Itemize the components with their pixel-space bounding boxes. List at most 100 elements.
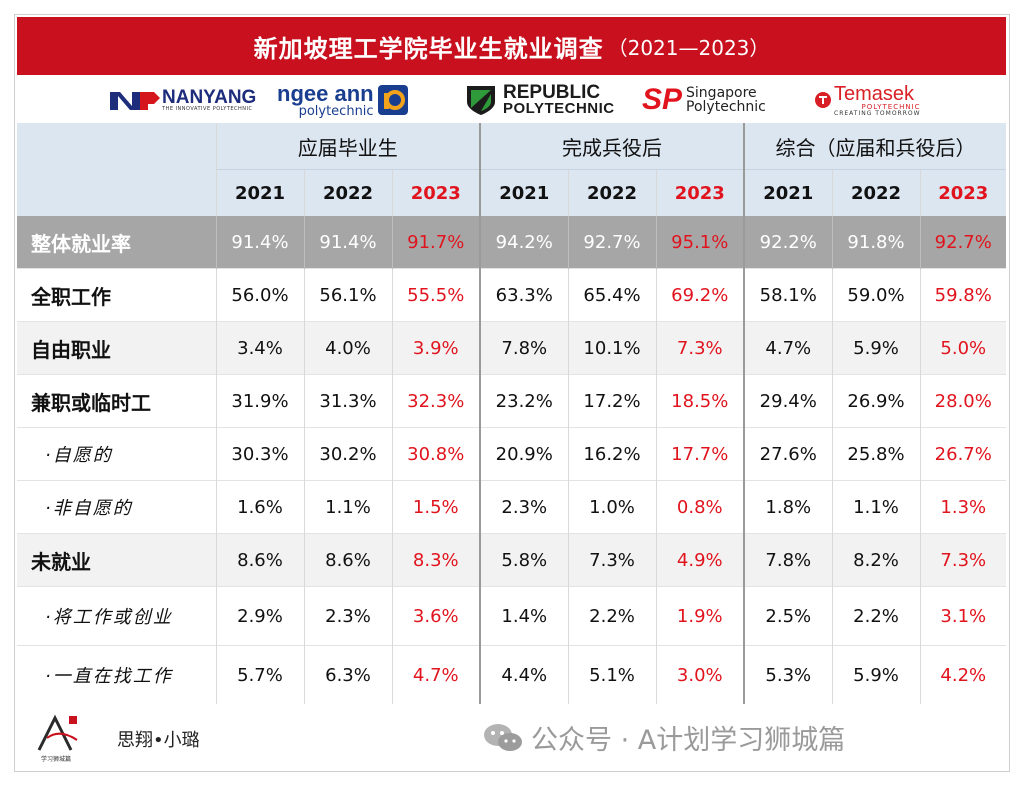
table-cell: 5.0% <box>919 321 1007 375</box>
table-cell: 1.1% <box>303 480 392 534</box>
nyp-logo: NANYANG THE INNOVATIVE POLYTECHNIC <box>110 82 256 118</box>
table-year-header: 2021 2022 2023 2021 2022 2023 2021 2022 … <box>17 169 1007 216</box>
group-header-combined: 综合（应届和兵役后） <box>743 123 1007 170</box>
table-cell: 91.4% <box>303 216 392 269</box>
table-row: ·自愿的 30.3% 30.2% 30.8% 20.9% 16.2% 17.7% 27.6% 2… <box>17 427 1007 481</box>
table-cell: 63.3% <box>479 268 569 322</box>
row-label: ·将工作或创业 <box>17 586 216 646</box>
table-cell: 94.2% <box>479 216 569 269</box>
table-cell: 8.6% <box>303 533 392 587</box>
table-cell: 2.3% <box>479 480 569 534</box>
polytechnic-logos: NANYANG THE INNOVATIVE POLYTECHNIC ngee … <box>17 78 1006 122</box>
group-header-post-ns: 完成兵役后 <box>479 123 745 170</box>
table-cell: 95.1% <box>655 216 745 269</box>
table-cell: 7.3% <box>567 533 657 587</box>
table-cell: 8.3% <box>391 533 481 587</box>
table-cell: 58.1% <box>743 268 833 322</box>
table-cell: 92.2% <box>743 216 833 269</box>
table-row: 整体就业率 91.4% 91.4% 91.7% 94.2% 92.7% 95.1% 92.2%… <box>17 216 1007 269</box>
table-cell: 1.8% <box>743 480 833 534</box>
row-label: ·自愿的 <box>17 427 216 481</box>
sp-logo-mark: SP <box>642 83 683 116</box>
author-name: 思翔•小璐 <box>117 730 200 751</box>
table-row: 兼职或临时工 31.9% 31.3% 32.3% 23.2% 17.2% 18.5% 29.4… <box>17 374 1007 428</box>
table-cell: 1.5% <box>391 480 481 534</box>
table-cell: 1.1% <box>831 480 921 534</box>
table-cell: 3.1% <box>919 586 1007 646</box>
row-label: 未就业 <box>17 533 216 587</box>
wechat-account: 公众号 · A计划学习狮城篇 <box>483 718 845 757</box>
table-cell: 56.0% <box>215 268 304 322</box>
table-cell: 59.0% <box>831 268 921 322</box>
table-cell: 65.4% <box>567 268 657 322</box>
table-cell: 5.3% <box>743 645 833 704</box>
header-corner <box>17 123 216 216</box>
table-cell: 26.7% <box>919 427 1007 481</box>
page-title-years: （2021—2023） <box>607 35 770 60</box>
table-cell: 3.9% <box>391 321 481 375</box>
row-label: 全职工作 <box>17 268 216 322</box>
table-cell: 91.4% <box>215 216 304 269</box>
table-row: 全职工作 56.0% 56.1% 55.5% 63.3% 65.4% 69.2% 58.1% 5… <box>17 268 1007 322</box>
page-title: 新加坡理工学院毕业生就业调查 <box>253 34 604 63</box>
table-cell: 1.3% <box>919 480 1007 534</box>
table-cell: 7.3% <box>655 321 745 375</box>
table-cell: 31.3% <box>303 374 392 428</box>
sp-logo-text1: Singapore <box>686 85 757 101</box>
table-cell: 7.3% <box>919 533 1007 587</box>
republic-shield-icon <box>467 86 495 115</box>
table-cell: 3.6% <box>391 586 481 646</box>
table-cell: 4.0% <box>303 321 392 375</box>
temasek-logo-text: POLYTECHNIC <box>861 102 921 111</box>
table-cell: 30.2% <box>303 427 392 481</box>
table-cell: 56.1% <box>303 268 392 322</box>
table-cell: 10.1% <box>567 321 657 375</box>
table-row: 未就业 8.6% 8.6% 8.3% 5.8% 7.3% 4.9% 7.8% 8.2% 7.3% <box>17 533 1007 587</box>
table-cell: 59.8% <box>919 268 1007 322</box>
row-label: 自由职业 <box>17 321 216 375</box>
table-cell: 92.7% <box>567 216 657 269</box>
year-header: 2023 <box>919 169 1007 216</box>
table-cell: 4.2% <box>919 645 1007 704</box>
nyp-logo-tagline: THE INNOVATIVE POLYTECHNIC <box>162 106 253 112</box>
brand-logo-caption: 学习狮城篇 <box>41 756 72 763</box>
temasek-logo-name: Temasek <box>834 82 915 105</box>
table-row: ·非自愿的 1.6% 1.1% 1.5% 2.3% 1.0% 0.8% 1.8% 1.1% 1.3… <box>17 480 1007 534</box>
table-cell: 26.9% <box>831 374 921 428</box>
table-cell: 18.5% <box>655 374 745 428</box>
brand-logo-icon <box>37 714 78 751</box>
table-cell: 25.8% <box>831 427 921 481</box>
table-row: ·一直在找工作 5.7% 6.3% 4.7% 4.4% 5.1% 3.0% 5.3% 5.9% 4… <box>17 645 1007 704</box>
table-cell: 28.0% <box>919 374 1007 428</box>
ngee-ann-logo: ngee ann polytechnic <box>277 82 408 118</box>
table-cell: 16.2% <box>567 427 657 481</box>
nyp-logo-text: NANYANG <box>162 87 257 108</box>
table-cell: 8.2% <box>831 533 921 587</box>
table-cell: 91.8% <box>831 216 921 269</box>
year-header: 2023 <box>655 169 745 216</box>
table-cell: 1.0% <box>567 480 657 534</box>
temasek-mark-icon <box>815 92 831 108</box>
nyp-mark-icon <box>110 92 160 110</box>
table-cell: 92.7% <box>919 216 1007 269</box>
table-cell: 2.3% <box>303 586 392 646</box>
table-cell: 4.7% <box>391 645 481 704</box>
ngee-ann-logo-name: ngee ann <box>277 80 374 106</box>
table-cell: 5.8% <box>479 533 569 587</box>
table-row: ·将工作或创业 2.9% 2.3% 3.6% 1.4% 2.2% 1.9% 2.5% 2.2% 3… <box>17 586 1007 646</box>
year-header: 2022 <box>303 169 392 216</box>
table-cell: 91.7% <box>391 216 481 269</box>
republic-logo-name: REPUBLIC <box>503 81 601 103</box>
table-cell: 1.6% <box>215 480 304 534</box>
table-cell: 31.9% <box>215 374 304 428</box>
table-cell: 4.7% <box>743 321 833 375</box>
group-header-fresh-grads: 应届毕业生 <box>215 123 481 170</box>
sp-logo: SP Singapore Polytechnic <box>642 82 766 118</box>
title-banner: 新加坡理工学院毕业生就业调查 （2021—2023） <box>17 17 1006 75</box>
table-cell: 5.9% <box>831 321 921 375</box>
table-cell: 29.4% <box>743 374 833 428</box>
wechat-account-label: 公众号 · A计划学习狮城篇 <box>531 725 846 756</box>
table-cell: 2.2% <box>831 586 921 646</box>
ngee-ann-logo-text: polytechnic <box>298 103 374 119</box>
row-label: ·非自愿的 <box>17 480 216 534</box>
